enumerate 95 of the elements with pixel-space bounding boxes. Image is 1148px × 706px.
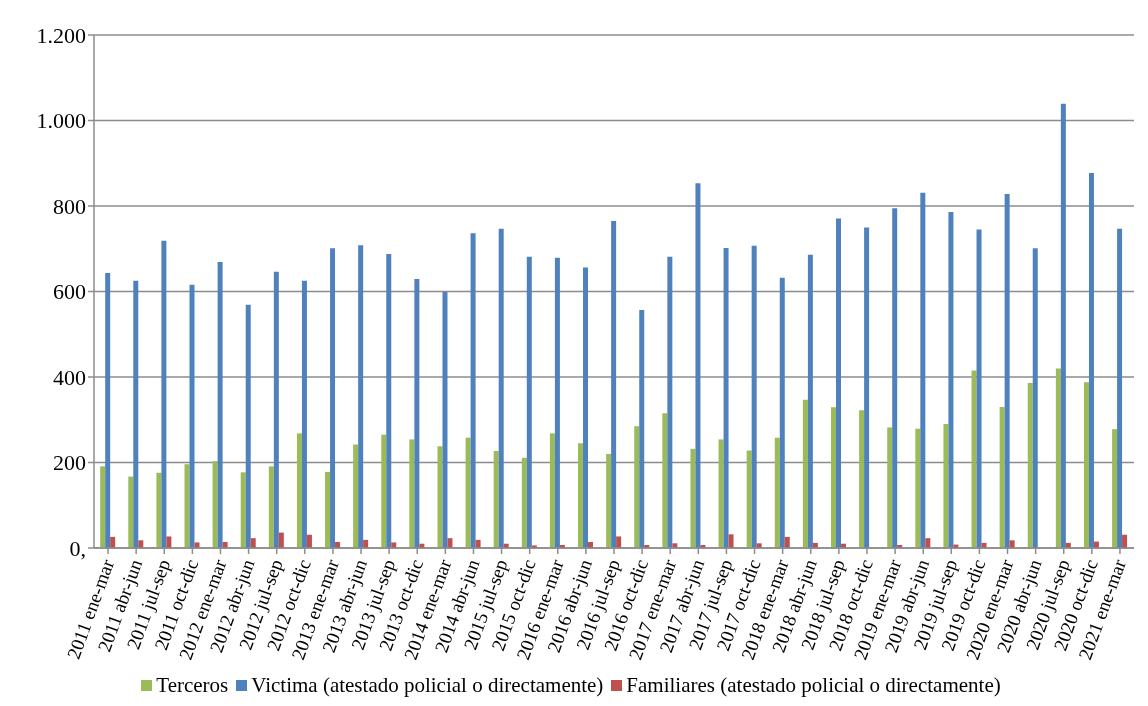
bar — [892, 208, 898, 548]
bar — [943, 424, 949, 548]
bar — [1117, 228, 1123, 548]
bar — [751, 245, 757, 548]
bar — [1083, 382, 1089, 548]
bar — [728, 534, 734, 548]
legend-label: Victima (atestado policial o directamente) — [251, 673, 604, 698]
bar — [1112, 429, 1118, 548]
bar — [240, 472, 246, 548]
bar — [999, 406, 1005, 548]
legend-label: Terceros — [156, 673, 229, 698]
bar — [250, 538, 256, 548]
bar — [859, 410, 865, 548]
bar — [437, 446, 443, 548]
bar — [549, 433, 555, 548]
bar — [161, 240, 167, 548]
bar — [746, 450, 752, 548]
bar — [723, 247, 729, 548]
bar — [105, 273, 111, 548]
bar — [920, 192, 926, 548]
bar — [606, 453, 612, 548]
bar — [409, 439, 415, 548]
y-tick-label: 1.200 — [36, 22, 86, 48]
bar — [662, 413, 668, 548]
bar — [301, 280, 307, 548]
bar — [578, 443, 584, 548]
bar — [465, 437, 471, 548]
bar — [667, 256, 673, 548]
bar — [381, 434, 387, 548]
bar — [583, 267, 589, 548]
bar — [184, 464, 190, 548]
bar — [493, 450, 499, 548]
bar — [273, 271, 279, 548]
bar — [156, 472, 162, 548]
bar — [915, 428, 921, 548]
bar — [887, 427, 893, 548]
bar — [611, 220, 617, 548]
bar — [325, 471, 331, 548]
bar — [835, 218, 841, 548]
bar — [100, 466, 106, 548]
bar — [971, 370, 977, 548]
bar — [296, 433, 302, 548]
bar — [1060, 103, 1066, 548]
bar — [278, 532, 284, 548]
bar — [470, 233, 476, 548]
bar — [1027, 382, 1033, 548]
y-tick-label: 400 — [53, 364, 86, 390]
bar — [1088, 173, 1094, 548]
bar — [830, 407, 836, 548]
y-tick-label: 800 — [53, 193, 86, 219]
bar — [1122, 534, 1128, 548]
bar — [353, 444, 359, 548]
bar — [138, 540, 144, 548]
bar — [616, 536, 622, 548]
bar — [695, 183, 701, 548]
bar — [447, 538, 453, 548]
bar — [358, 245, 364, 548]
bar — [1004, 194, 1010, 548]
bar — [807, 254, 813, 548]
bar — [133, 280, 139, 548]
bar — [864, 227, 870, 548]
bar — [217, 262, 223, 548]
bar — [386, 253, 392, 548]
bar — [268, 466, 274, 548]
y-tick-label: 600 — [53, 279, 86, 305]
bar — [718, 439, 724, 548]
bar — [330, 248, 336, 548]
bar — [212, 461, 218, 548]
bar — [306, 534, 312, 548]
y-tick-label: 1.000 — [36, 108, 86, 134]
bar — [634, 426, 640, 548]
bar — [166, 536, 172, 548]
bar — [639, 309, 645, 548]
legend-label: Familiares (atestado policial o directamente) — [626, 673, 1001, 698]
y-tick-label: 200 — [53, 450, 86, 476]
bar — [976, 229, 982, 548]
bar — [498, 228, 504, 548]
bar — [521, 457, 527, 548]
bar — [526, 256, 532, 548]
bar — [554, 257, 560, 548]
bar — [1009, 540, 1015, 548]
bar — [442, 291, 448, 548]
bar — [245, 304, 251, 548]
bar — [774, 437, 780, 548]
bar — [948, 211, 954, 548]
bar — [1055, 368, 1061, 548]
bar — [128, 476, 134, 548]
bar — [414, 279, 420, 548]
bar — [925, 538, 931, 548]
bar — [779, 277, 785, 548]
y-tick-label: 0, — [69, 535, 86, 561]
bar — [1032, 248, 1038, 548]
bar — [802, 399, 808, 548]
bar — [189, 284, 195, 548]
bar — [690, 448, 696, 548]
